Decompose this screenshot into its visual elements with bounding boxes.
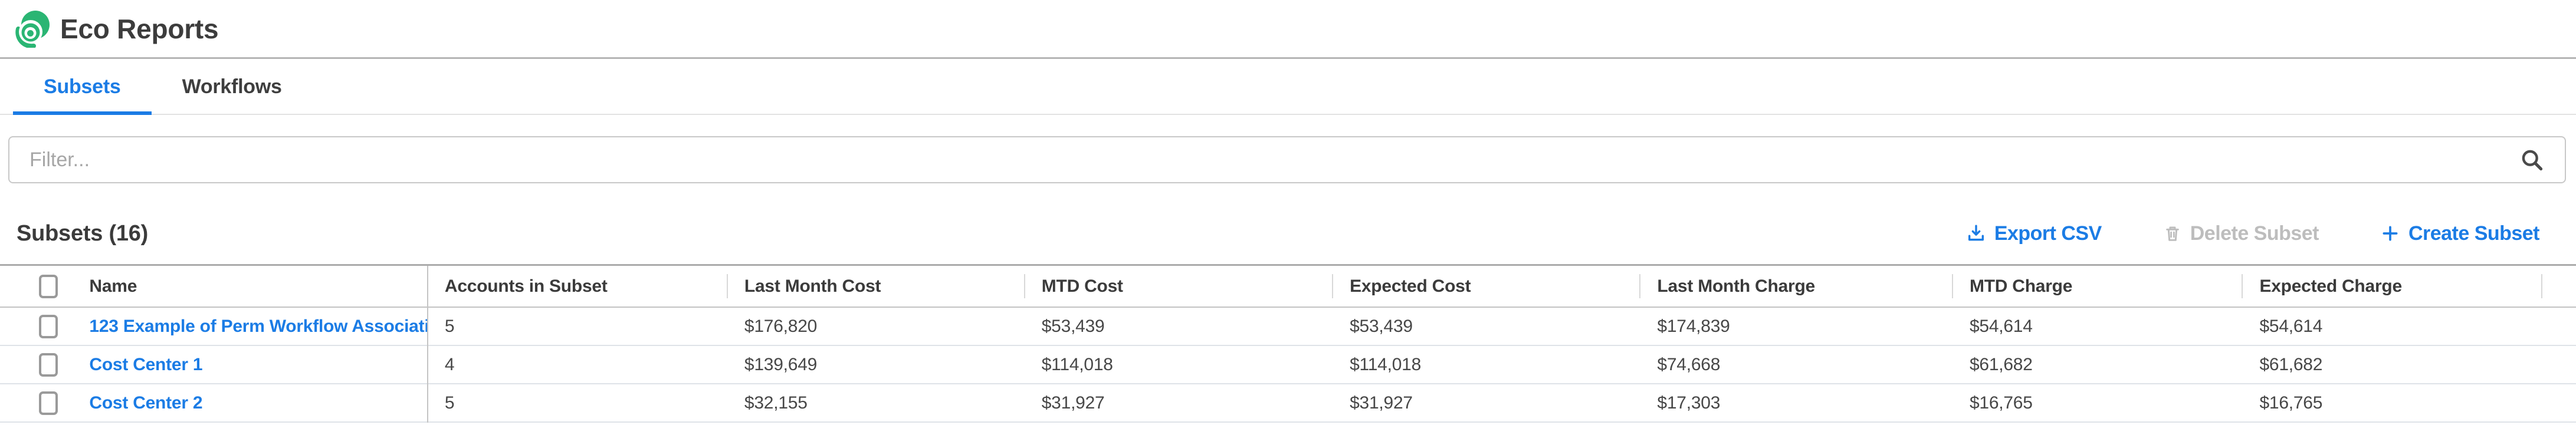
table-row: 123 Example of Perm Workflow Association… (0, 307, 2576, 345)
mtd-charge-cell: $54,614 (1953, 307, 2243, 345)
table-row: Cost Center 2 5 $32,155 $31,927 $31,927 … (0, 384, 2576, 422)
tab-subsets-label: Subsets (44, 75, 121, 98)
mtd-charge-cell: $16,765 (1953, 384, 2243, 422)
create-subset-button[interactable]: Create Subset (2380, 222, 2539, 245)
column-header-expected-charge[interactable]: Expected Charge (2243, 266, 2542, 307)
mtd-charge-cell: $61,682 (1953, 345, 2243, 384)
select-all-cell (0, 266, 73, 307)
delete-subset-label: Delete Subset (2190, 222, 2319, 245)
subsets-count-title: Subsets (16) (17, 221, 148, 246)
row-checkbox[interactable] (39, 353, 58, 377)
spacer-cell (2542, 384, 2576, 422)
filter-input[interactable] (8, 136, 2566, 183)
column-header-accounts[interactable]: Accounts in Subset (428, 266, 728, 307)
row-checkbox[interactable] (39, 391, 58, 415)
table-row: Cost Center 1 4 $139,649 $114,018 $114,0… (0, 345, 2576, 384)
subset-name-link[interactable]: Cost Center 2 (89, 393, 202, 413)
subset-name-link[interactable]: 123 Example of Perm Workflow Association (89, 317, 428, 336)
row-select-cell (0, 345, 73, 384)
last-month-cost-cell: $32,155 (728, 384, 1025, 422)
tab-bar: Subsets Workflows (0, 59, 2576, 115)
subset-name-link[interactable]: Cost Center 1 (89, 355, 202, 374)
select-all-checkbox[interactable] (39, 275, 58, 298)
last-month-charge-cell: $174,839 (1640, 307, 1953, 345)
search-icon (2519, 147, 2545, 173)
row-select-cell (0, 384, 73, 422)
subsets-table: Name Accounts in Subset Last Month Cost … (0, 266, 2576, 423)
tab-subsets[interactable]: Subsets (13, 59, 152, 115)
mtd-cost-cell: $31,927 (1025, 384, 1333, 422)
plus-icon (2380, 223, 2400, 243)
delete-subset-button[interactable]: Delete Subset (2163, 222, 2319, 245)
accounts-cell: 5 (428, 384, 728, 422)
column-header-spacer (2542, 266, 2576, 307)
expected-charge-cell: $16,765 (2243, 384, 2542, 422)
column-header-last-month-cost[interactable]: Last Month Cost (728, 266, 1025, 307)
list-header: Subsets (16) Export CSV Delete Subset (0, 216, 2576, 251)
last-month-charge-cell: $17,303 (1640, 384, 1953, 422)
trash-icon (2163, 223, 2182, 243)
row-checkbox[interactable] (39, 315, 58, 338)
eco-reports-page: Eco Reports Subsets Workflows Subsets (1… (0, 0, 2576, 425)
app-header: Eco Reports (0, 0, 2576, 57)
filter-container (8, 136, 2566, 183)
export-csv-label: Export CSV (1994, 222, 2102, 245)
last-month-charge-cell: $74,668 (1640, 345, 1953, 384)
expected-charge-cell: $54,614 (2243, 307, 2542, 345)
accounts-cell: 4 (428, 345, 728, 384)
table-header-row: Name Accounts in Subset Last Month Cost … (0, 266, 2576, 307)
action-buttons: Export CSV Delete Subset Create Subset (1966, 222, 2539, 245)
mtd-cost-cell: $114,018 (1025, 345, 1333, 384)
create-subset-label: Create Subset (2408, 222, 2539, 245)
tab-workflows[interactable]: Workflows (152, 59, 313, 115)
page-title: Eco Reports (60, 13, 218, 45)
spacer-cell (2542, 307, 2576, 345)
eco-logo-icon (13, 10, 51, 48)
spacer-cell (2542, 345, 2576, 384)
row-select-cell (0, 307, 73, 345)
mtd-cost-cell: $53,439 (1025, 307, 1333, 345)
column-header-mtd-charge[interactable]: MTD Charge (1953, 266, 2243, 307)
subsets-table-container: Name Accounts in Subset Last Month Cost … (0, 264, 2576, 425)
expected-cost-cell: $53,439 (1333, 307, 1640, 345)
tab-workflows-label: Workflows (182, 75, 282, 98)
accounts-cell: 5 (428, 307, 728, 345)
column-header-name[interactable]: Name (73, 266, 428, 307)
expected-cost-cell: $31,927 (1333, 384, 1640, 422)
last-month-cost-cell: $176,820 (728, 307, 1025, 345)
expected-charge-cell: $61,682 (2243, 345, 2542, 384)
export-csv-button[interactable]: Export CSV (1966, 222, 2102, 245)
download-icon (1966, 223, 1986, 243)
last-month-cost-cell: $139,649 (728, 345, 1025, 384)
column-header-mtd-cost[interactable]: MTD Cost (1025, 266, 1333, 307)
column-header-expected-cost[interactable]: Expected Cost (1333, 266, 1640, 307)
column-header-last-month-charge[interactable]: Last Month Charge (1640, 266, 1953, 307)
expected-cost-cell: $114,018 (1333, 345, 1640, 384)
